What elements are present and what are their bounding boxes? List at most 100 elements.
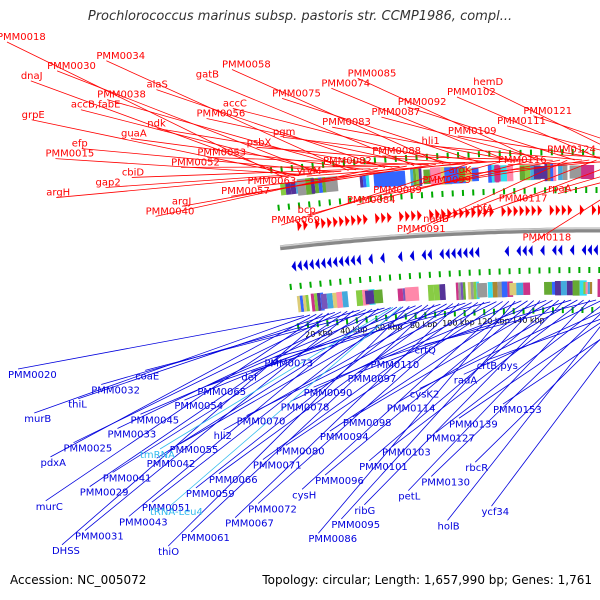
reverse-gene-label: PMM0101 bbox=[359, 462, 408, 473]
feature-segment bbox=[477, 282, 488, 298]
tick-mark bbox=[345, 318, 349, 325]
feature-segment bbox=[285, 182, 292, 195]
feature-segment bbox=[383, 170, 406, 188]
inner-feature-block bbox=[554, 280, 573, 296]
outer-feature-block bbox=[409, 168, 423, 187]
forward-gene-arrow bbox=[465, 207, 470, 219]
forward-gene-label: PMM0063 bbox=[247, 176, 296, 187]
forward-gene-arrow bbox=[314, 218, 320, 230]
reverse-gene-label: PMM0114 bbox=[387, 404, 436, 415]
rna-gene-label: tmRNA bbox=[140, 450, 175, 461]
forward-gene-arrow bbox=[380, 212, 386, 224]
feature-segment bbox=[326, 293, 334, 309]
forward-leader-line bbox=[332, 126, 517, 162]
reverse-gene-label: PMM0139 bbox=[449, 419, 498, 430]
reverse-leader-line bbox=[408, 299, 591, 491]
reverse-gene-arrow bbox=[540, 244, 545, 256]
reverse-gene-label: PMM0072 bbox=[248, 504, 297, 515]
feature-segment bbox=[501, 281, 508, 298]
rna-gene-label: tRNA-Leu4 bbox=[150, 507, 203, 518]
forward-gene-arrow bbox=[567, 204, 573, 216]
reverse-leader-line bbox=[447, 326, 600, 521]
reverse-gene-arrow bbox=[344, 255, 350, 267]
forward-gene-arrow bbox=[453, 207, 458, 219]
reverse-gene-arrow bbox=[522, 245, 527, 257]
reverse-leader-line bbox=[50, 313, 317, 458]
forward-gene-arrow bbox=[356, 214, 362, 226]
reverse-gene-label: PMM0095 bbox=[331, 520, 380, 531]
forward-leader-line bbox=[533, 115, 600, 139]
forward-leader-line bbox=[155, 167, 378, 217]
forward-gene-arrow bbox=[459, 207, 464, 219]
forward-gene-label: argH bbox=[46, 188, 70, 199]
forward-leader-line bbox=[81, 148, 335, 173]
feature-segment bbox=[497, 281, 503, 298]
forward-gene-label: guaA bbox=[121, 129, 147, 140]
forward-leader-line bbox=[306, 161, 495, 177]
forward-leader-line bbox=[56, 70, 320, 174]
feature-segment bbox=[458, 282, 462, 301]
feature-segment bbox=[509, 282, 517, 296]
tick-mark bbox=[348, 277, 352, 284]
scale-label: 120 kbp bbox=[477, 316, 510, 326]
forward-gene-label: PMM0089 bbox=[373, 185, 422, 196]
reverse-gene-label: PMM0078 bbox=[281, 402, 330, 413]
feature-segment bbox=[302, 295, 308, 312]
reverse-leader-line bbox=[101, 309, 360, 385]
forward-gene-label: PMM0116 bbox=[498, 155, 547, 166]
forward-gene-arrow bbox=[398, 211, 404, 223]
inner-feature-block bbox=[455, 282, 466, 301]
forward-gene-arrow bbox=[429, 209, 434, 221]
reverse-gene-label: PMM0086 bbox=[308, 534, 357, 545]
scale-label: 100 kbp bbox=[442, 317, 475, 328]
reverse-leader-line bbox=[290, 301, 497, 402]
feature-segment bbox=[415, 168, 420, 187]
reverse-gene-label: PMM0065 bbox=[197, 387, 246, 398]
reverse-leader-line bbox=[89, 310, 348, 487]
reverse-gene-label: PMM0098 bbox=[343, 418, 392, 429]
scale-label: 20 kbp bbox=[305, 328, 333, 340]
forward-leader-line bbox=[281, 162, 473, 226]
forward-gene-label: PMM0088 bbox=[372, 146, 421, 157]
reverse-gene-label: thiO bbox=[158, 547, 179, 558]
feature-segment bbox=[516, 282, 524, 296]
reverse-leader-line bbox=[274, 301, 491, 358]
forward-gene-label: PMM0040 bbox=[146, 206, 195, 217]
reverse-leader-line bbox=[396, 299, 578, 404]
reverse-gene-arrow bbox=[356, 254, 362, 266]
reverse-gene-arrow bbox=[463, 247, 468, 259]
forward-leader-line bbox=[506, 125, 600, 151]
forward-gene-arrow bbox=[531, 205, 537, 217]
backbone-layer bbox=[279, 227, 600, 251]
scale-label: 140 kbp bbox=[512, 315, 545, 325]
rna-leader-line bbox=[159, 307, 394, 450]
rna-leader-line bbox=[169, 306, 402, 507]
forward-leader-line bbox=[105, 170, 342, 188]
leader-line-layer bbox=[6, 41, 600, 547]
forward-gene-label: PMM0056 bbox=[197, 108, 246, 119]
forward-leader-line bbox=[382, 155, 553, 161]
feature-segment bbox=[423, 169, 431, 185]
inner-feature-block bbox=[336, 291, 349, 309]
forward-leader-line bbox=[331, 87, 510, 162]
inner-feature-block bbox=[583, 281, 593, 295]
forward-leader-line bbox=[157, 128, 393, 168]
forward-leader-line bbox=[281, 97, 480, 163]
reverse-leader-line bbox=[45, 313, 323, 502]
feature-segment bbox=[583, 281, 586, 295]
forward-gene-arrow bbox=[326, 217, 332, 229]
reverse-leader-line bbox=[195, 304, 429, 489]
feature-segment bbox=[299, 295, 305, 313]
reverse-gene-arrow bbox=[587, 244, 592, 256]
reverse-leader-line bbox=[151, 306, 404, 503]
forward-gene-arrow bbox=[338, 216, 344, 228]
map-title: Prochlorococcus marinus subsp. pastoris … bbox=[87, 9, 513, 24]
reverse-gene-label: rbcR bbox=[465, 463, 488, 474]
reverse-gene-label: coaE bbox=[135, 371, 159, 382]
tick-mark bbox=[307, 201, 311, 208]
reverse-gene-arrow bbox=[421, 249, 427, 261]
reverse-gene-label: PMM0097 bbox=[348, 374, 397, 385]
tick-mark bbox=[339, 278, 342, 285]
reverse-gene-label: PMM0073 bbox=[264, 358, 313, 369]
forward-gene-arrow bbox=[579, 204, 585, 216]
